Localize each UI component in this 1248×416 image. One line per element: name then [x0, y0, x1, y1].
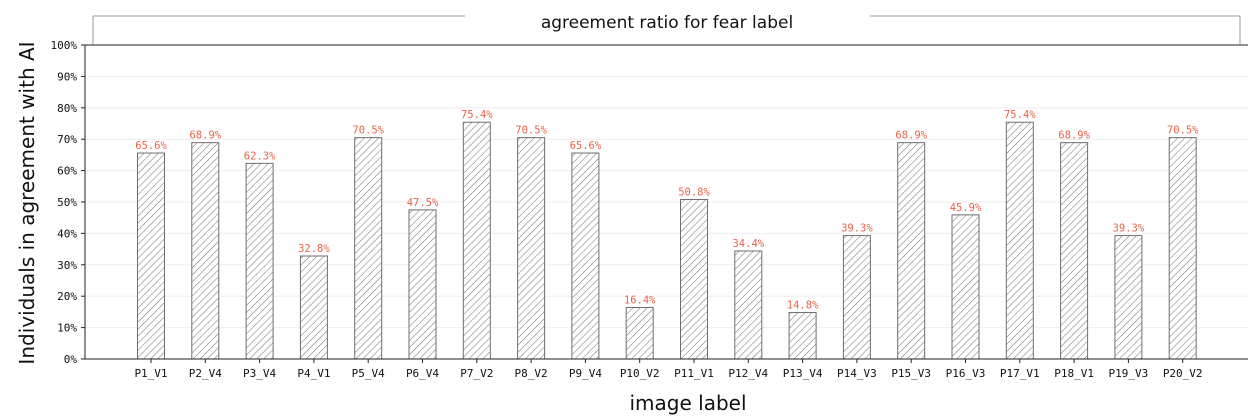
y-tick-label: 40%	[57, 227, 77, 240]
x-tick-label: P13_V4	[783, 367, 823, 380]
value-label: 68.9%	[895, 130, 927, 142]
bar	[625, 307, 654, 360]
x-tick-label: P8_V2	[515, 367, 548, 380]
value-label: 14.8%	[787, 300, 819, 312]
bar	[354, 137, 383, 360]
x-tick-label: P16_V3	[946, 367, 986, 380]
value-label: 39.3%	[841, 223, 873, 235]
x-tick-label: P3_V4	[243, 367, 276, 380]
x-tick-label: P5_V4	[352, 367, 385, 380]
x-tick-label: P17_V1	[1000, 367, 1040, 380]
value-label: 16.4%	[624, 295, 656, 307]
bar	[951, 214, 980, 360]
x-tick-label: P14_V3	[837, 367, 877, 380]
bar	[462, 121, 491, 360]
bar	[1114, 235, 1143, 360]
value-label: 62.3%	[244, 150, 276, 162]
chart-title: agreement ratio for fear label	[541, 13, 793, 33]
bar	[1005, 121, 1034, 360]
x-tick-label: P9_V4	[569, 367, 602, 380]
x-tick-label: P10_V2	[620, 367, 660, 380]
value-label: 75.4%	[461, 109, 493, 121]
y-tick-label: 50%	[57, 196, 77, 209]
bar	[299, 255, 328, 360]
value-label: 39.3%	[1113, 223, 1145, 235]
value-label: 50.8%	[678, 186, 710, 198]
bar	[788, 312, 817, 360]
value-labels: 65.6% 68.9% 62.3% 32.8% 70.5% 47.5% 75.4% 70.5%…	[135, 109, 1199, 311]
bar	[191, 142, 220, 360]
bar	[734, 250, 763, 360]
x-tick-label: P12_V4	[728, 367, 768, 380]
bar	[517, 137, 546, 360]
value-label: 34.4%	[732, 238, 764, 250]
value-label: 47.5%	[407, 197, 439, 209]
bar	[571, 152, 600, 360]
x-tick-label: P19_V3	[1109, 367, 1149, 380]
value-label: 65.6%	[135, 140, 167, 152]
value-label: 65.6%	[570, 140, 602, 152]
x-tick-label: P6_V4	[406, 367, 439, 380]
x-tick-label: P4_V1	[297, 367, 330, 380]
bar	[1168, 137, 1197, 360]
value-label: 75.4%	[1004, 109, 1036, 121]
y-tick-label: 20%	[57, 290, 77, 303]
value-label: 45.9%	[950, 202, 982, 214]
y-tick-label: 80%	[57, 102, 77, 115]
x-axis-label: image label	[629, 391, 746, 415]
y-axis-label: Individuals in agreement with AI	[15, 41, 39, 364]
bar	[137, 152, 165, 360]
bar	[842, 235, 871, 360]
y-tick-label: 100%	[51, 39, 78, 52]
value-label: 70.5%	[352, 125, 384, 137]
y-tick-label: 10%	[57, 322, 77, 335]
value-label: 70.5%	[1167, 125, 1199, 137]
x-tick-label: P11_V1	[674, 367, 714, 380]
x-tick-label: P15_V3	[891, 367, 931, 380]
bar	[245, 162, 274, 360]
y-tick-label: 30%	[57, 259, 77, 272]
x-tick-label: P7_V2	[460, 367, 493, 380]
bar	[680, 198, 708, 360]
y-tick-label: 0%	[64, 353, 78, 366]
grid-lines	[85, 75, 1248, 329]
value-label: 68.9%	[189, 130, 221, 142]
bar	[897, 142, 926, 360]
y-tick-label: 60%	[57, 165, 77, 178]
value-label: 32.8%	[298, 243, 330, 255]
y-axis-ticks: 0% 10% 20% 30% 40% 50% 60% 70% 80% 90% 100%	[51, 39, 85, 366]
x-tick-label: P2_V4	[189, 367, 222, 380]
bar	[408, 209, 437, 360]
y-tick-label: 70%	[57, 133, 77, 146]
x-tick-label: P20_V2	[1163, 367, 1203, 380]
x-tick-label: P1_V1	[134, 367, 167, 380]
bars	[137, 121, 1197, 360]
x-axis-ticks: P1_V1 P2_V4 P3_V4 P4_V1 P5_V4 P6_V4 P7_V2 P8_V2…	[134, 359, 1203, 380]
bar	[1060, 142, 1089, 360]
value-label: 70.5%	[515, 125, 547, 137]
title-box	[92, 15, 1241, 45]
y-tick-label: 90%	[57, 70, 77, 83]
x-tick-label: P18_V1	[1054, 367, 1094, 380]
value-label: 68.9%	[1058, 130, 1090, 142]
